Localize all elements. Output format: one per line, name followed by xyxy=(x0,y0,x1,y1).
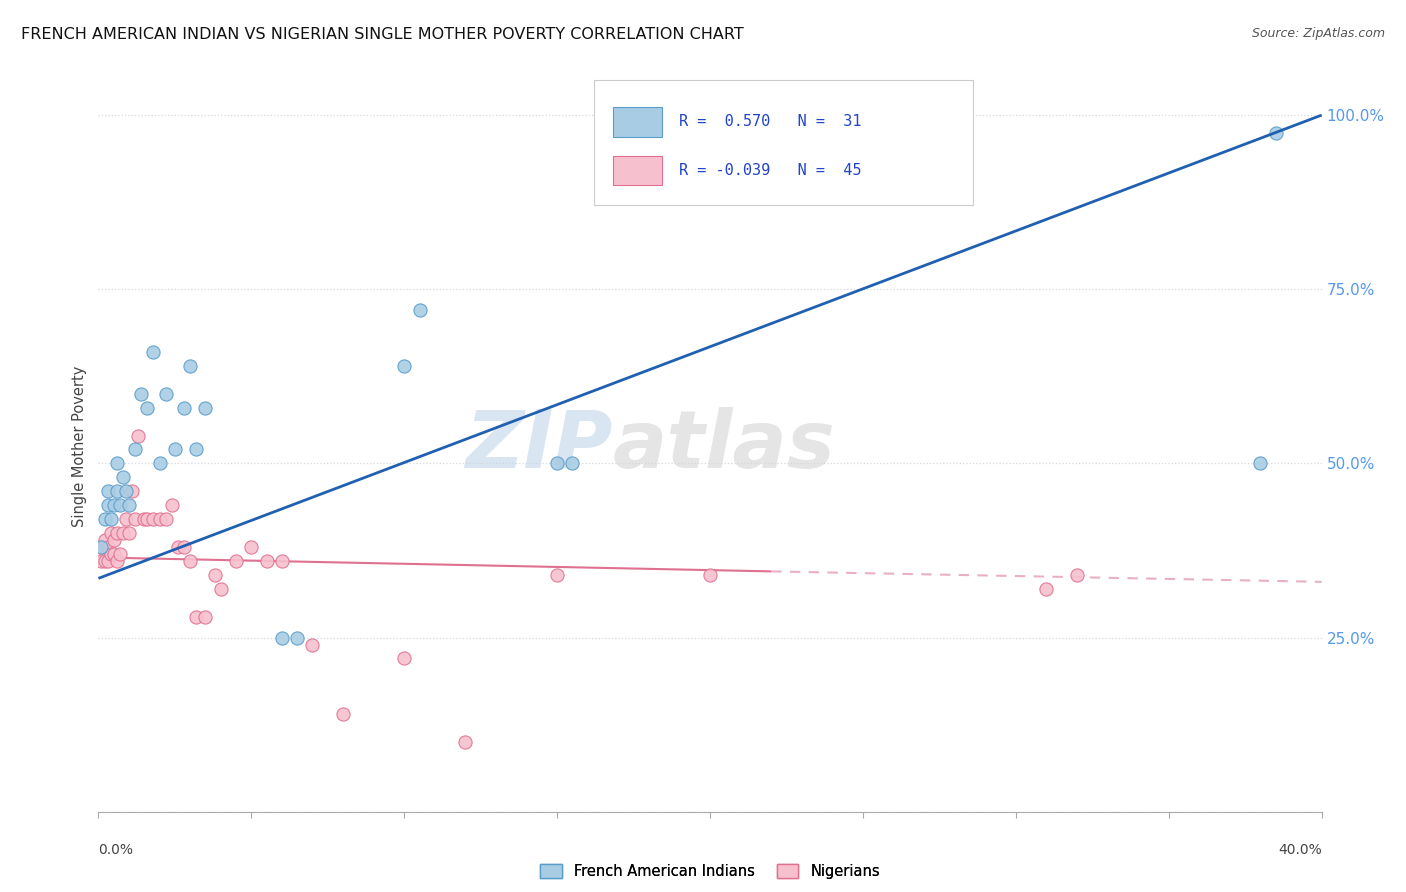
Point xyxy=(115,484,138,499)
Point xyxy=(136,401,159,415)
Point xyxy=(115,512,138,526)
Point xyxy=(127,428,149,442)
Point xyxy=(225,554,247,568)
Text: ZIP: ZIP xyxy=(465,407,612,485)
Point xyxy=(142,345,165,359)
Point xyxy=(454,735,477,749)
Point xyxy=(105,554,128,568)
Point xyxy=(97,484,120,499)
Point xyxy=(103,498,125,512)
Point xyxy=(93,533,115,547)
Point xyxy=(124,442,146,457)
Point xyxy=(105,484,128,499)
Point xyxy=(129,386,152,401)
Point xyxy=(97,554,120,568)
Point xyxy=(93,512,115,526)
Point xyxy=(1249,457,1271,471)
Point xyxy=(285,631,308,645)
Point xyxy=(118,498,141,512)
Point xyxy=(173,401,195,415)
Text: R =  0.570   N =  31: R = 0.570 N = 31 xyxy=(679,114,862,129)
Point xyxy=(256,554,278,568)
FancyBboxPatch shape xyxy=(593,80,973,204)
Point xyxy=(108,498,131,512)
Point xyxy=(699,567,721,582)
Point xyxy=(121,484,143,499)
Point xyxy=(142,512,165,526)
Point xyxy=(270,631,292,645)
Point xyxy=(546,457,568,471)
Point xyxy=(1066,567,1088,582)
Point xyxy=(149,512,172,526)
Point xyxy=(167,540,190,554)
Point xyxy=(100,547,122,561)
Point xyxy=(136,512,159,526)
Point xyxy=(301,638,323,652)
Point xyxy=(194,609,217,624)
Point xyxy=(155,386,177,401)
Point xyxy=(173,540,195,554)
Point xyxy=(155,512,177,526)
Point xyxy=(186,442,208,457)
Point xyxy=(97,540,120,554)
FancyBboxPatch shape xyxy=(613,107,662,136)
Point xyxy=(392,651,416,665)
Point xyxy=(97,498,120,512)
Text: atlas: atlas xyxy=(612,407,835,485)
Point xyxy=(90,540,112,554)
Point xyxy=(124,512,146,526)
Text: 40.0%: 40.0% xyxy=(1278,843,1322,857)
Point xyxy=(204,567,226,582)
Point xyxy=(90,540,112,554)
Text: FRENCH AMERICAN INDIAN VS NIGERIAN SINGLE MOTHER POVERTY CORRELATION CHART: FRENCH AMERICAN INDIAN VS NIGERIAN SINGL… xyxy=(21,27,744,42)
Point xyxy=(194,401,217,415)
Point xyxy=(332,707,354,722)
Point xyxy=(1035,582,1057,596)
Point xyxy=(108,547,131,561)
FancyBboxPatch shape xyxy=(613,155,662,185)
Point xyxy=(546,567,568,582)
Point xyxy=(90,554,112,568)
Point xyxy=(111,526,134,541)
Point xyxy=(209,582,232,596)
Point xyxy=(270,554,292,568)
Legend: French American Indians, Nigerians: French American Indians, Nigerians xyxy=(534,858,886,885)
Point xyxy=(240,540,263,554)
Text: Source: ZipAtlas.com: Source: ZipAtlas.com xyxy=(1251,27,1385,40)
Point xyxy=(100,526,122,541)
Point xyxy=(103,533,125,547)
Point xyxy=(179,554,201,568)
Point xyxy=(160,498,183,512)
Point xyxy=(93,554,115,568)
Point xyxy=(163,442,186,457)
Point xyxy=(392,359,416,373)
Text: R = -0.039   N =  45: R = -0.039 N = 45 xyxy=(679,162,862,178)
Point xyxy=(1264,126,1286,140)
Point xyxy=(186,609,208,624)
Point xyxy=(118,526,141,541)
Y-axis label: Single Mother Poverty: Single Mother Poverty xyxy=(72,366,87,526)
Point xyxy=(103,547,125,561)
Point xyxy=(100,512,122,526)
Point xyxy=(179,359,201,373)
Point xyxy=(111,470,134,484)
Text: 0.0%: 0.0% xyxy=(98,843,134,857)
Point xyxy=(105,457,128,471)
Point xyxy=(134,512,156,526)
Point xyxy=(149,457,172,471)
Point xyxy=(561,457,583,471)
Point xyxy=(105,526,128,541)
Point xyxy=(408,303,430,318)
